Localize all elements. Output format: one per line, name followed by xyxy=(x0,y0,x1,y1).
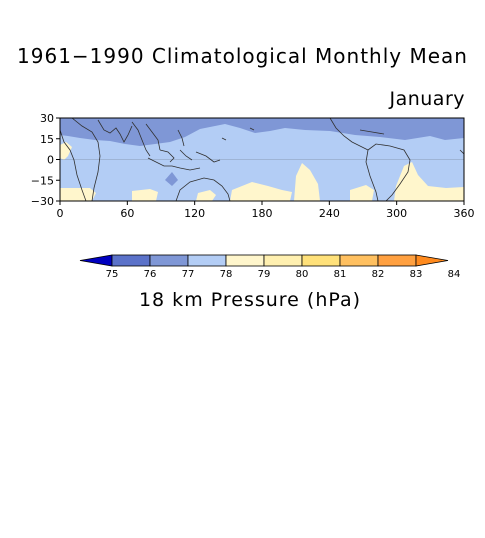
field-region-77-north xyxy=(60,118,464,146)
colorbar-segment xyxy=(187,254,227,267)
colorbar-tick-label: 76 xyxy=(144,269,157,280)
field-region-79-d xyxy=(196,190,216,201)
lat-tick-label: −15 xyxy=(31,174,54,187)
colorbar-tick-label: 75 xyxy=(106,269,119,280)
lat-tick-label: 30 xyxy=(40,112,54,125)
field-region-79-c xyxy=(132,189,158,201)
lon-tick-label: 240 xyxy=(319,207,340,220)
colorbar-segment xyxy=(301,254,341,267)
colorbar-tick-label: 83 xyxy=(410,269,423,280)
lat-tick-label: −30 xyxy=(31,195,54,208)
colorbar-segment xyxy=(225,254,265,267)
colorbar-label: 18 km Pressure (hPa) xyxy=(138,289,362,311)
lon-tick-label: 360 xyxy=(454,207,475,220)
colorbar-segment xyxy=(377,254,417,267)
colorbar-tick-label: 78 xyxy=(220,269,233,280)
field-region-79-h xyxy=(394,162,464,201)
colorbar-segment xyxy=(79,254,113,267)
latitude-axis: 30 15 0 −15 −30 xyxy=(31,112,60,208)
colorbar-segment xyxy=(111,254,151,267)
field-region-79-a xyxy=(60,142,72,160)
lon-tick-label: 0 xyxy=(57,207,64,220)
colorbar: 75 76 77 78 79 80 81 82 83 84 xyxy=(79,254,461,280)
longitude-axis: 0 60 120 180 240 300 360 xyxy=(57,201,475,220)
plot-title: 1961−1990 Climatological Monthly Mean xyxy=(17,44,468,68)
lon-tick-label: 300 xyxy=(386,207,407,220)
lon-tick-label: 120 xyxy=(184,207,205,220)
field-region-79-b xyxy=(60,188,96,201)
lon-tick-label: 180 xyxy=(252,207,273,220)
pressure-map: 30 15 0 −15 −30 0 60 120 180 240 300 360 xyxy=(31,112,475,220)
colorbar-segment xyxy=(263,254,303,267)
colorbar-tick-label: 80 xyxy=(296,269,309,280)
colorbar-segment xyxy=(149,254,189,267)
field-region-79-g xyxy=(350,185,374,201)
field-region-79-f xyxy=(294,163,320,201)
colorbar-segment xyxy=(339,254,379,267)
lat-tick-label: 0 xyxy=(47,154,54,167)
colorbar-tick-label: 81 xyxy=(334,269,347,280)
colorbar-tick-label: 79 xyxy=(258,269,271,280)
colorbar-tick-label: 77 xyxy=(182,269,195,280)
colorbar-tick-label: 84 xyxy=(448,269,461,280)
lon-tick-label: 60 xyxy=(120,207,134,220)
coastlines xyxy=(60,118,464,201)
colorbar-segment xyxy=(415,254,449,267)
month-label: January xyxy=(389,88,465,110)
lat-tick-label: 15 xyxy=(40,133,54,146)
field-region-79-e xyxy=(230,182,292,201)
field-region-77-patch xyxy=(165,172,178,186)
colorbar-tick-label: 82 xyxy=(372,269,385,280)
